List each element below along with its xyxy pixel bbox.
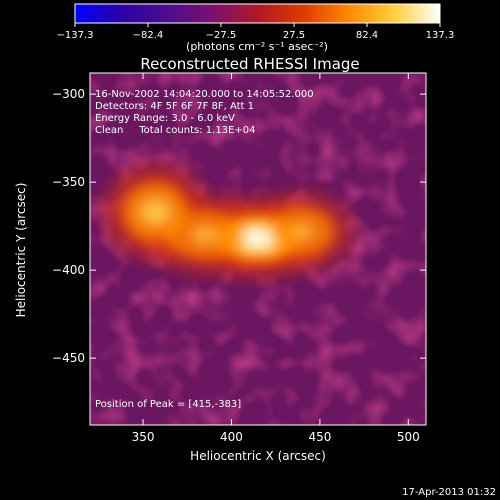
x-tick-label: 400 [220,430,243,444]
annotation-time-range: 16-Nov-2002 14:04:20.000 to 14:05:52.000 [95,89,314,100]
y-tick-label: −350 [52,175,85,189]
footer-date: 17-Apr-2013 01:32 [402,487,496,498]
colorbar-tick-label: −27.5 [206,30,237,41]
colorbar-tick-label: −137.3 [56,30,93,41]
annotation-energy-range: Energy Range: 3.0 - 6.0 keV [95,113,235,124]
annotation-clean-counts: Clean Total counts: 1.13E+04 [95,125,255,136]
colorbar-tick-label: −82.4 [133,30,164,41]
x-tick-label: 500 [397,430,420,444]
y-axis-label: Heliocentric Y (arcsec) [14,183,28,318]
peak-position-label: Position of Peak = [415,-383] [95,399,241,410]
annotation-detectors: Detectors: 4F 5F 6F 7F 8F, Att 1 [95,101,254,112]
y-tick-label: −400 [52,263,85,277]
source-core [291,224,313,239]
colorbar-units-label: (photons cm⁻² s⁻¹ asec⁻²) [186,40,328,53]
chart-title: Reconstructed RHESSI Image [140,55,359,73]
y-tick-label: −450 [52,351,85,365]
image-plot [90,73,426,425]
colorbar [74,3,441,24]
colorbar-tick-label: 137.3 [426,30,455,41]
colorbar-tick-label: 27.5 [283,30,305,41]
x-axis-label: Heliocentric X (arcsec) [190,449,326,463]
axis-ticks: 350 400 450 500 −300 −350 −400 −450 [52,73,426,444]
source-core [140,200,171,224]
plot-frame [89,72,427,426]
x-tick-label: 350 [132,430,155,444]
x-tick-label: 450 [308,430,331,444]
y-tick-label: −300 [52,87,85,101]
source-peak [242,230,274,247]
colorbar-ticks: −137.3 −82.4 −27.5 27.5 82.4 137.3 [56,23,454,41]
colorbar-tick-label: 82.4 [356,30,378,41]
source-core [192,227,218,243]
